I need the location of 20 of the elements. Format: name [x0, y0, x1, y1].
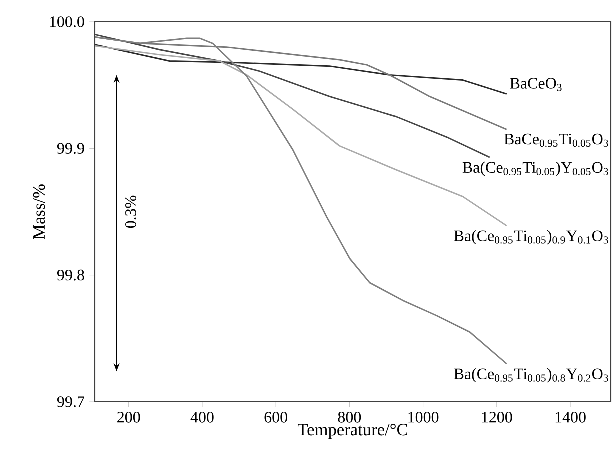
x-tick-label: 1200	[482, 412, 512, 423]
x-tick-label: 600	[264, 412, 288, 423]
y-axis-title: Mass/%	[33, 184, 46, 240]
x-tick-label: 400	[190, 412, 214, 423]
text: Ba(Ce$_{0.95}$Ti$_{0.05}$)$_{0.9}$Y$_{0.1}$O$_{3}$	[454, 230, 608, 245]
x-tick-label: 1000	[408, 412, 439, 423]
x-tick-label: 800	[338, 412, 362, 423]
x-tick-label: 200	[118, 412, 140, 423]
y-tick-label: 100.0	[50, 16, 84, 28]
series-label: BaCe$_{0.95}$Ti$_{0.05}$O$_{3}$	[504, 134, 608, 148]
annotation: 0.3%	[126, 196, 136, 228]
x-tick-label: 1400	[556, 412, 586, 423]
series-label: BaCeO$_{3}$	[510, 78, 562, 92]
series-label: Ba(Ce$_{0.95}$Ti$_{0.05}$)Y$_{0.05}$O$_{3}$	[462, 162, 608, 176]
y-tick-label: 99.7	[57, 396, 84, 408]
line-series	[95, 44, 508, 95]
y-tick-label: 99.8	[57, 270, 84, 281]
text: Ba(Ce$_{0.95}$Ti$_{0.05}$)$_{0.8}$Y$_{0.2}$O$_{3}$	[454, 368, 608, 383]
x-axis-title: Temperature/°C	[298, 424, 408, 440]
y-tick-label: 99.9	[57, 143, 84, 154]
